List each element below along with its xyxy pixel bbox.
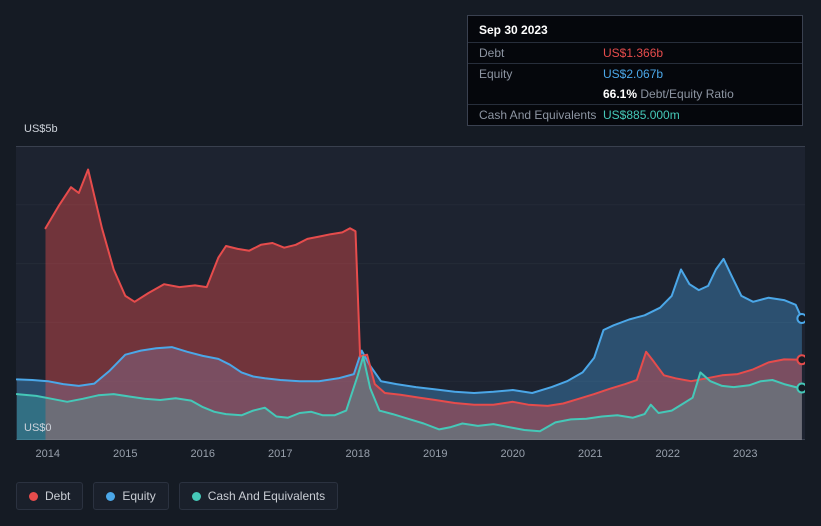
- legend-label-debt: Debt: [45, 489, 71, 503]
- legend-item-debt[interactable]: Debt: [16, 482, 84, 510]
- legend-label-equity: Equity: [122, 489, 156, 503]
- y-axis-label-bottom: US$0: [24, 422, 52, 434]
- x-tick-label: 2014: [35, 448, 61, 460]
- x-tick-label: 2020: [500, 448, 526, 460]
- legend-label-cash: Cash And Equivalents: [207, 489, 326, 503]
- tooltip-row-debt: Debt US$1.366b: [468, 43, 802, 63]
- series-line-equity[interactable]: [16, 257, 803, 394]
- series-line-cash[interactable]: [16, 355, 803, 433]
- x-tick-label: 2015: [113, 448, 138, 460]
- tooltip-ratio-value: 66.1% Debt/Equity Ratio: [603, 86, 734, 102]
- x-tick-label: 2022: [655, 448, 681, 460]
- chart-area[interactable]: [16, 146, 805, 440]
- tooltip-cash-value: US$885.000m: [603, 108, 680, 122]
- x-tick-label: 2023: [733, 448, 758, 460]
- tooltip-row-cash: Cash And Equivalents US$885.000m: [468, 104, 802, 125]
- tooltip-ratio-text: Debt/Equity Ratio: [640, 87, 734, 101]
- series-end-marker-equity[interactable]: [796, 313, 805, 324]
- series-area-equity: [16, 258, 802, 440]
- debt-equity-chart[interactable]: [16, 146, 805, 440]
- x-tick-label: 2016: [190, 448, 216, 460]
- y-axis-label-top: US$5b: [24, 123, 58, 135]
- x-tick-label: 2019: [423, 448, 448, 460]
- legend-item-equity[interactable]: Equity: [93, 482, 169, 510]
- chart-tooltip: Sep 30 2023 Debt US$1.366b Equity US$2.0…: [467, 15, 803, 126]
- x-axis: 2014 2015 2016 2017 2018 2019 2020 2021 2022 2023: [16, 448, 805, 462]
- tooltip-equity-value: US$2.067b: [603, 67, 664, 81]
- series-area-cash: [16, 356, 802, 440]
- debt-color-dot: [29, 491, 38, 501]
- tooltip-equity-label: Equity: [479, 67, 513, 81]
- tooltip-debt-value: US$1.366b: [603, 46, 664, 60]
- tooltip-row-ratio: 66.1% Debt/Equity Ratio: [468, 84, 802, 104]
- legend-item-cash[interactable]: Cash And Equivalents: [178, 482, 339, 510]
- tooltip-cash-label: Cash And Equivalents: [479, 108, 597, 122]
- x-tick-label: 2017: [268, 448, 293, 460]
- x-tick-label: 2018: [345, 448, 371, 460]
- tooltip-ratio-percent: 66.1%: [603, 87, 638, 101]
- tooltip-debt-label: Debt: [479, 46, 505, 60]
- x-tick-label: 2021: [578, 448, 603, 460]
- cash-color-dot: [191, 491, 201, 501]
- series-line-debt[interactable]: [44, 168, 803, 407]
- tooltip-row-equity: Equity US$2.067b: [468, 63, 802, 84]
- series-end-marker-cash[interactable]: [796, 382, 805, 394]
- equity-color-dot: [106, 491, 116, 501]
- series-area-debt: [45, 169, 802, 440]
- series-end-marker-debt[interactable]: [796, 354, 805, 366]
- legend: Debt Equity Cash And Equivalents: [16, 482, 339, 510]
- tooltip-date: Sep 30 2023: [468, 16, 802, 43]
